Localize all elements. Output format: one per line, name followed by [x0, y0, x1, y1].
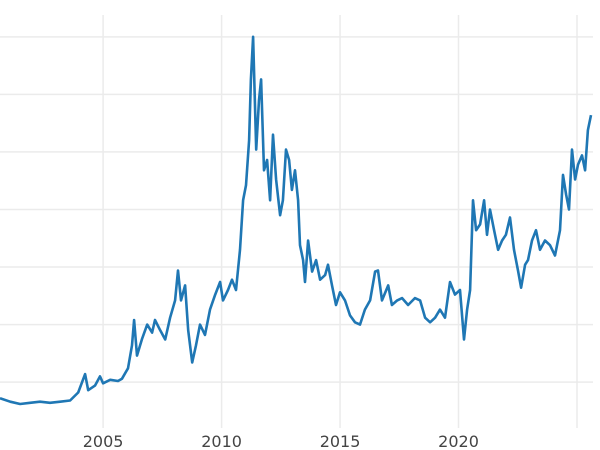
x-axis-ticks: 2005 2010 2015 2020 [83, 432, 479, 450]
x-tick-label: 2015 [320, 432, 361, 450]
grid [0, 15, 593, 428]
x-tick-label: 2005 [83, 432, 124, 450]
series-line [0, 35, 593, 406]
x-tick-label: 2010 [201, 432, 242, 450]
x-tick-label: 2020 [438, 432, 479, 450]
